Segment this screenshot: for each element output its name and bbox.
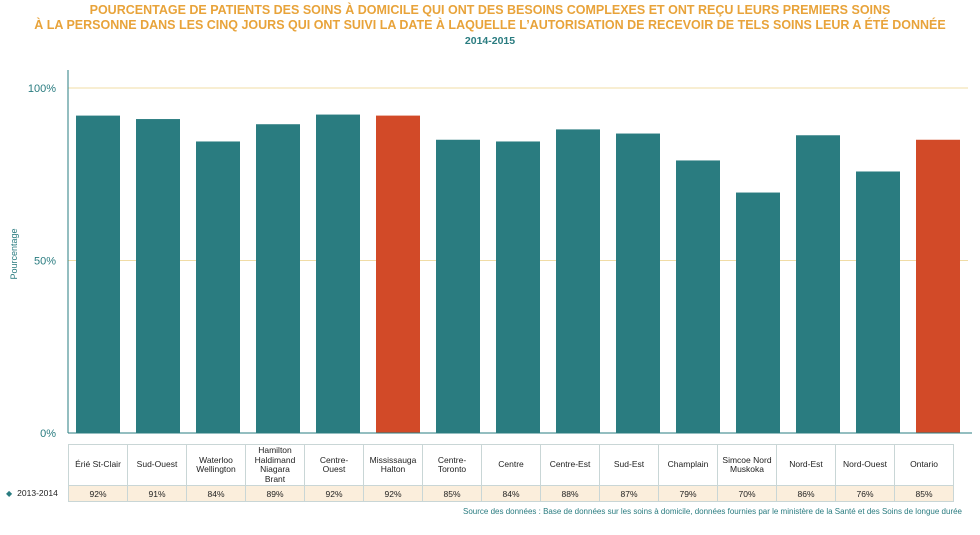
value-label: 79% xyxy=(658,485,718,502)
category-label-line: Simcoe Nord xyxy=(722,454,772,465)
bar-chart: 0% 50% 100% xyxy=(28,70,972,440)
category-row: Érié St-Clair Sud-Ouest Waterloo Wellington… xyxy=(68,444,954,486)
value-label: 92% xyxy=(304,485,364,502)
bar xyxy=(316,114,360,433)
value-label: 88% xyxy=(540,485,600,502)
category-label-line: Ouest xyxy=(322,464,346,474)
category-label: Centre- Toronto xyxy=(422,444,482,486)
category-label: Centre- Ouest xyxy=(304,444,364,486)
category-label-line: Wellington xyxy=(196,464,236,474)
bar xyxy=(496,141,540,433)
category-label-line: Hamilton xyxy=(258,445,292,455)
category-label: Nord-Est xyxy=(776,444,836,486)
category-label: Waterloo Wellington xyxy=(186,444,246,486)
bar xyxy=(196,141,240,433)
series-name: 2013-2014 xyxy=(17,488,58,498)
axes xyxy=(67,70,972,434)
bar xyxy=(136,119,180,434)
category-label-line: Toronto xyxy=(437,464,467,474)
series-legend: ◆ 2013-2014 xyxy=(6,488,58,498)
category-label-line: Waterloo xyxy=(199,454,233,465)
category-label: Simcoe Nord Muskoka xyxy=(717,444,777,486)
data-source-note: Source des données : Base de données sur… xyxy=(463,507,962,516)
value-label: 84% xyxy=(186,485,246,502)
category-label: Érié St-Clair xyxy=(68,444,128,486)
value-label: 89% xyxy=(245,485,305,502)
category-label-line: Sud-Est xyxy=(613,459,645,470)
value-label: 86% xyxy=(776,485,836,502)
y-tick-label: 0% xyxy=(40,428,56,440)
y-tick-labels: 0% 50% 100% xyxy=(28,83,56,440)
category-label-line: Brant xyxy=(264,473,286,484)
category-label-line: Mississauga xyxy=(369,454,417,465)
values-row: 92% 91% 84% 89% 92% 92% 85% 84% 88% 87% 79% 70% 86% 7… xyxy=(68,485,954,502)
value-label: 85% xyxy=(894,485,954,502)
value-label: 91% xyxy=(127,485,187,502)
chart-title-line-1: POURCENTAGE DE PATIENTS DES SOINS À DOMI… xyxy=(89,3,891,17)
bar xyxy=(916,139,960,433)
bar xyxy=(616,133,660,434)
value-label: 87% xyxy=(599,485,659,502)
value-label: 76% xyxy=(835,485,895,502)
category-label: Sud-Ouest xyxy=(127,444,187,486)
category-label: Champlain xyxy=(658,444,718,486)
bar xyxy=(376,115,420,433)
category-label-line: Centre- xyxy=(437,454,467,465)
category-label-line: Haldimand xyxy=(254,454,296,465)
category-label-line: Centre xyxy=(498,459,524,470)
category-label-line: Nord-Est xyxy=(789,459,823,470)
value-label: 92% xyxy=(363,485,423,502)
category-label-line: Champlain xyxy=(667,459,709,470)
value-label: 84% xyxy=(481,485,541,502)
bar xyxy=(76,115,120,433)
bar xyxy=(256,124,300,433)
bar xyxy=(676,160,720,433)
y-tick-label: 100% xyxy=(28,83,56,95)
bar xyxy=(556,129,600,433)
category-label-line: Érié St-Clair xyxy=(75,459,121,470)
category-label-line: Sud-Ouest xyxy=(136,459,178,470)
category-label: Hamilton Haldimand Niagara Brant xyxy=(245,444,305,486)
chart-title-line-2: À LA PERSONNE DANS LES CINQ JOURS QUI ON… xyxy=(34,18,946,32)
data-table: Érié St-Clair Sud-Ouest Waterloo Wellington… xyxy=(68,444,954,502)
bars-group xyxy=(76,114,960,434)
bar xyxy=(436,139,480,433)
category-label-line: Halton xyxy=(380,464,406,474)
category-label-line: Ontario xyxy=(910,459,938,470)
category-label: Nord-Ouest xyxy=(835,444,895,486)
value-label: 85% xyxy=(422,485,482,502)
value-label: 92% xyxy=(68,485,128,502)
category-label-line: Muskoka xyxy=(729,464,764,474)
y-tick-label: 50% xyxy=(34,256,56,268)
bar xyxy=(736,192,780,433)
category-label: Sud-Est xyxy=(599,444,659,486)
diamond-icon: ◆ xyxy=(6,489,13,498)
value-label: 70% xyxy=(717,485,777,502)
category-label: Centre xyxy=(481,444,541,486)
category-label-line: Centre- xyxy=(319,454,349,465)
category-label-line: Niagara xyxy=(260,464,290,474)
category-label: Ontario xyxy=(894,444,954,486)
bar xyxy=(796,135,840,433)
bar xyxy=(856,171,900,434)
category-label: Centre-Est xyxy=(540,444,600,486)
chart-subtitle: 2014-2015 xyxy=(464,35,516,47)
category-label: Mississauga Halton xyxy=(363,444,423,486)
category-label-line: Nord-Ouest xyxy=(843,459,887,470)
category-label-line: Centre-Est xyxy=(549,459,591,470)
